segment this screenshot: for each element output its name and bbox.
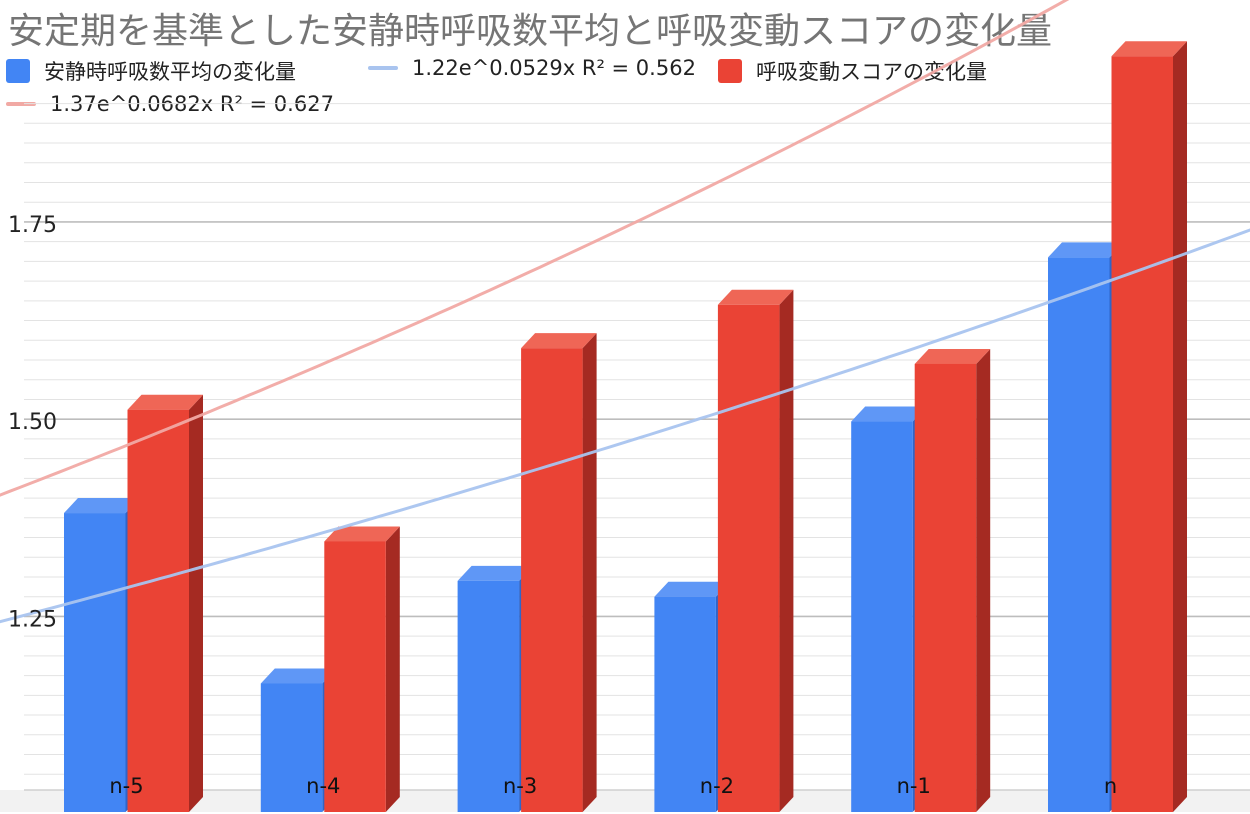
- bar-top-0-0: [64, 498, 140, 514]
- bar-top-1-5: [1111, 41, 1187, 57]
- y-axis: 1.25 1.50 1.75: [8, 213, 57, 632]
- bar-side-1-4: [976, 348, 991, 812]
- chart-title: 安定期を基準とした安静時呼吸数平均と呼吸変動スコアの変化量: [8, 11, 1053, 52]
- x-tick-label-n-1: n-1: [897, 774, 931, 798]
- bar-top-0-4: [851, 406, 927, 422]
- y-tick-label-1.75: 1.75: [8, 213, 57, 238]
- bar-side-1-5: [1173, 41, 1187, 813]
- bar-blue-n-4[interactable]: [260, 683, 323, 812]
- x-tick-label-n-4: n-4: [306, 774, 340, 798]
- bar-top-0-1: [260, 668, 337, 684]
- bar-blue-n-1[interactable]: [851, 421, 913, 812]
- bar-top-1-1: [324, 526, 400, 542]
- bar-red-n-2[interactable]: [717, 304, 780, 812]
- trendline-red: [0, 0, 1070, 497]
- bar-side-1-2: [582, 333, 597, 812]
- y-tick-label-1.25: 1.25: [8, 607, 57, 632]
- bar-red-n[interactable]: [1111, 56, 1174, 813]
- bar-top-0-2: [457, 565, 534, 581]
- bar-top-1-4: [914, 348, 991, 364]
- bar-top-0-5: [1048, 242, 1124, 258]
- bar-top-0-3: [654, 581, 730, 597]
- bar-side-1-3: [779, 289, 794, 812]
- bar-blue-n[interactable]: [1048, 257, 1110, 812]
- legend-item-series-1[interactable]: 安静時呼吸数平均の変化量: [6, 56, 296, 86]
- bar-blue-n-5[interactable]: [64, 513, 126, 812]
- bar-top-1-3: [717, 289, 794, 305]
- bar-red-n-5[interactable]: [127, 409, 190, 812]
- bars: [64, 41, 1187, 813]
- bar-blue-n-3[interactable]: [457, 580, 520, 812]
- bar-top-1-0: [127, 394, 203, 410]
- trendlines: [0, 0, 1250, 624]
- legend-label-trendline-1: 1.22e^0.0529x R² = 0.562: [412, 56, 696, 80]
- bar-blue-n-2[interactable]: [654, 596, 716, 812]
- legend-label-series-1: 安静時呼吸数平均の変化量: [44, 60, 296, 84]
- bar-side-1-1: [385, 526, 400, 812]
- bar-red-n-1[interactable]: [914, 363, 977, 812]
- x-tick-label-n-5: n-5: [109, 774, 143, 798]
- legend-item-trendline-1[interactable]: 1.22e^0.0529x R² = 0.562: [368, 56, 696, 80]
- bar-red-n-3[interactable]: [521, 348, 583, 812]
- legend-swatch-red: [718, 59, 742, 83]
- legend-swatch-red-trendline: [6, 102, 36, 106]
- bar-side-1-0: [189, 394, 203, 812]
- legend-swatch-blue-trendline: [368, 66, 398, 70]
- y-tick-label-1.50: 1.50: [8, 410, 57, 435]
- legend-swatch-blue: [6, 59, 30, 83]
- trendline-blue: [0, 228, 1250, 624]
- bar-top-1-2: [521, 333, 597, 349]
- x-axis: n-5 n-4 n-3 n-2 n-1 n: [109, 774, 1117, 798]
- x-tick-label-n-2: n-2: [700, 774, 734, 798]
- x-tick-label-n-3: n-3: [503, 774, 537, 798]
- bar-red-n-4[interactable]: [324, 541, 386, 812]
- x-tick-label-n: n: [1104, 774, 1117, 798]
